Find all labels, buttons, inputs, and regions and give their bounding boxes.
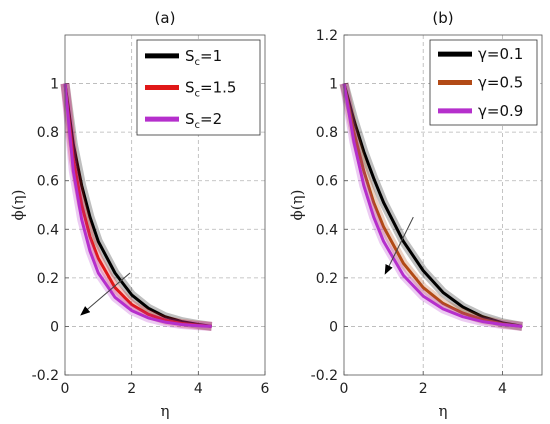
legend-label-tail: =1 bbox=[200, 47, 222, 65]
legend-label: γ=0.9 bbox=[478, 102, 523, 120]
y-tick-label: 0.8 bbox=[316, 125, 338, 141]
panel-a: 0 2 4 6-0.200.20.40.60.81(a)ηϕ(η)Sc=1Sc=1.5… bbox=[9, 9, 270, 420]
x-tick-label: 4 bbox=[194, 381, 203, 397]
legend-label-sub: c bbox=[195, 57, 201, 68]
x-tick-label: 2 bbox=[419, 381, 428, 397]
plot-frame bbox=[343, 34, 543, 376]
y-axis-label: ϕ(η) bbox=[9, 190, 27, 221]
y-tick-label: 0 bbox=[329, 319, 338, 335]
legend: Sc=1Sc=1.5Sc=2 bbox=[136, 39, 261, 136]
trend-arrow bbox=[384, 216, 414, 275]
panel-b: 0 2 4-0.200.20.40.60.811.2(b)ηϕ(η)γ=0.1γ=0… bbox=[288, 9, 543, 420]
legend-label-sub: c bbox=[195, 120, 201, 131]
y-tick-label: 1.2 bbox=[316, 28, 338, 44]
series-line-1 bbox=[63, 83, 212, 328]
legend-label: γ=0.1 bbox=[478, 45, 523, 63]
y-tick-label: 0 bbox=[50, 319, 59, 335]
series-line-3 bbox=[342, 83, 523, 328]
y-tick-label: 0.6 bbox=[37, 174, 59, 190]
series-line-2 bbox=[342, 83, 523, 328]
legend-label-tail: =1.5 bbox=[200, 79, 236, 97]
legend: γ=0.1 γ=0.5 γ=0.9 bbox=[429, 39, 538, 126]
legend-label: Sc=2 bbox=[185, 110, 222, 131]
trend-arrow bbox=[80, 272, 131, 316]
legend-label-main: γ=0.9 bbox=[478, 102, 523, 120]
y-tick-label: 0.2 bbox=[316, 271, 338, 287]
y-tick-label: 1 bbox=[50, 77, 59, 93]
x-tick-label: 6 bbox=[261, 381, 270, 397]
legend-label: Sc=1 bbox=[185, 47, 222, 68]
legend-label-main: S bbox=[185, 47, 195, 65]
legend-label-main: S bbox=[185, 110, 195, 128]
legend-label: Sc=1.5 bbox=[185, 79, 236, 100]
x-tick-label: 0 bbox=[340, 381, 349, 397]
y-tick-label: 0.2 bbox=[37, 271, 59, 287]
x-tick-label: 0 bbox=[61, 381, 70, 397]
y-tick-label: 1 bbox=[329, 77, 338, 93]
x-tick-label: 2 bbox=[127, 381, 136, 397]
y-tick-label: 0.6 bbox=[316, 174, 338, 190]
legend-label-main: S bbox=[185, 79, 195, 97]
x-tick-label: 4 bbox=[498, 381, 507, 397]
legend-label-main: γ=0.1 bbox=[478, 45, 523, 63]
y-axis-label: ϕ(η) bbox=[288, 190, 306, 221]
y-tick-label: 0.4 bbox=[37, 222, 59, 238]
series-line-3 bbox=[63, 83, 212, 328]
x-axis-label: η bbox=[439, 402, 448, 420]
legend-label-tail: =2 bbox=[200, 110, 222, 128]
y-tick-label: 0.4 bbox=[316, 222, 338, 238]
panel-title: (a) bbox=[155, 9, 176, 27]
legend-label-main: γ=0.5 bbox=[478, 74, 523, 92]
y-tick-label: -0.2 bbox=[32, 368, 59, 384]
legend-label-sub: c bbox=[195, 89, 201, 100]
plot-frame bbox=[64, 34, 266, 376]
series-line-1 bbox=[342, 83, 523, 328]
legend-label: γ=0.5 bbox=[478, 74, 523, 92]
x-axis-label: η bbox=[161, 402, 170, 420]
panel-title: (b) bbox=[432, 9, 453, 27]
y-tick-label: -0.2 bbox=[311, 368, 338, 384]
y-tick-label: 0.8 bbox=[37, 125, 59, 141]
